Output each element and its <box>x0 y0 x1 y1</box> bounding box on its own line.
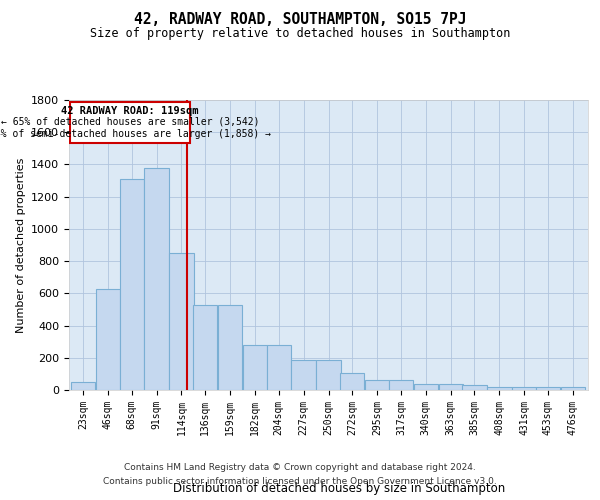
Bar <box>218 304 242 390</box>
Text: ← 65% of detached houses are smaller (3,542): ← 65% of detached houses are smaller (3,… <box>1 116 259 126</box>
Y-axis label: Number of detached properties: Number of detached properties <box>16 158 26 332</box>
Bar <box>316 360 341 390</box>
Bar <box>266 345 291 390</box>
Bar <box>71 382 95 390</box>
Bar <box>96 288 120 390</box>
Text: 34% of semi-detached houses are larger (1,858) →: 34% of semi-detached houses are larger (… <box>0 129 271 139</box>
Bar <box>243 345 267 390</box>
Bar <box>560 387 585 390</box>
Bar <box>292 360 316 390</box>
Bar <box>145 168 169 390</box>
Bar <box>487 387 512 390</box>
Bar <box>463 385 487 390</box>
Bar <box>413 384 438 390</box>
Bar <box>439 384 463 390</box>
Bar <box>119 179 144 390</box>
Text: Contains HM Land Registry data © Crown copyright and database right 2024.: Contains HM Land Registry data © Crown c… <box>124 464 476 472</box>
Bar <box>536 387 560 390</box>
Text: 42, RADWAY ROAD, SOUTHAMPTON, SO15 7PJ: 42, RADWAY ROAD, SOUTHAMPTON, SO15 7PJ <box>134 12 466 28</box>
Text: Contains public sector information licensed under the Open Government Licence v3: Contains public sector information licen… <box>103 477 497 486</box>
Text: 42 RADWAY ROAD: 119sqm: 42 RADWAY ROAD: 119sqm <box>61 106 199 116</box>
Bar <box>389 380 413 390</box>
Bar <box>169 253 194 390</box>
Bar <box>70 102 190 142</box>
Bar <box>193 304 217 390</box>
Bar <box>340 373 364 390</box>
Text: Distribution of detached houses by size in Southampton: Distribution of detached houses by size … <box>173 482 505 495</box>
Text: Size of property relative to detached houses in Southampton: Size of property relative to detached ho… <box>90 28 510 40</box>
Bar <box>365 380 389 390</box>
Bar <box>512 387 536 390</box>
